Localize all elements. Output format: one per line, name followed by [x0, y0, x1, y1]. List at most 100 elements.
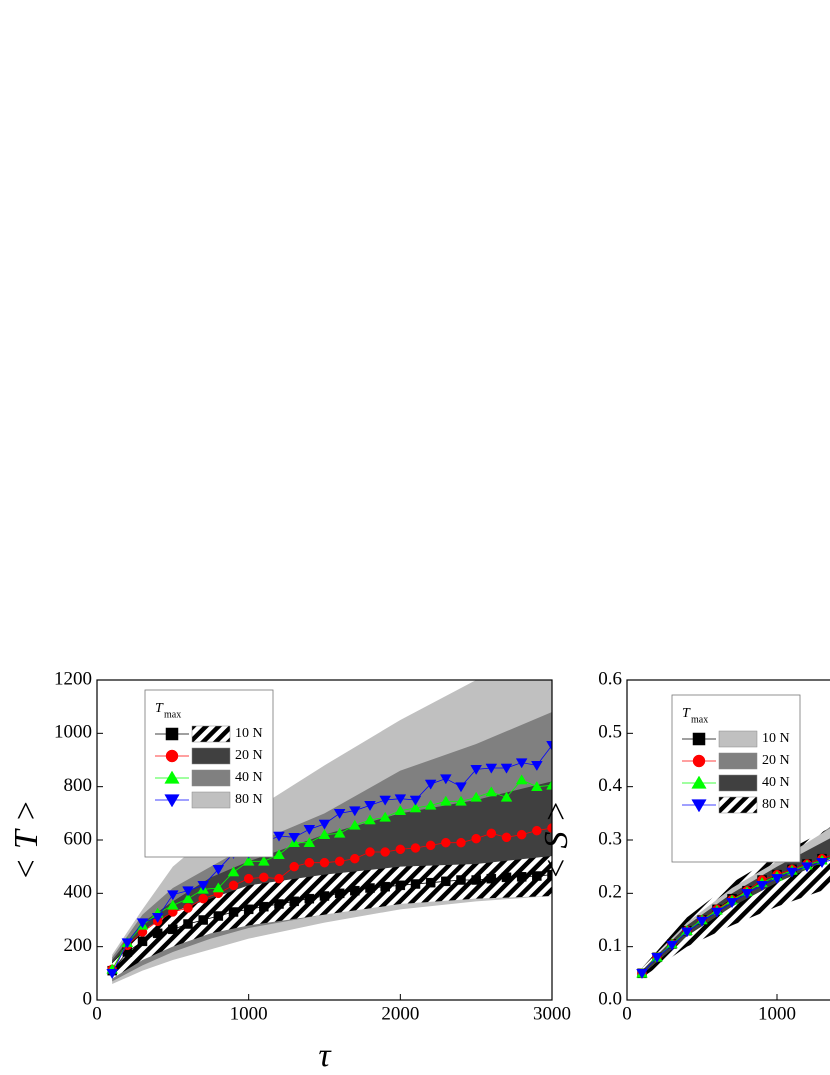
marker [274, 899, 284, 909]
legend-swatch [191, 769, 231, 787]
marker [106, 969, 119, 980]
y-tick-label: 0 [83, 988, 93, 1009]
marker [289, 861, 299, 872]
marker [441, 876, 451, 887]
legend-swatch [718, 752, 758, 770]
marker [801, 862, 813, 873]
marker [304, 893, 315, 904]
marker [243, 904, 254, 915]
marker [365, 883, 375, 893]
marker [410, 879, 421, 889]
marker [456, 875, 466, 885]
marker [333, 809, 346, 820]
y-tick-label: 0.1 [598, 935, 622, 956]
marker [439, 774, 452, 785]
marker [380, 847, 390, 857]
marker [501, 872, 512, 883]
legend-title-sub: max [164, 709, 181, 720]
marker [379, 795, 392, 806]
marker [379, 811, 392, 822]
marker [289, 896, 299, 907]
marker [242, 855, 255, 866]
legend-label: 80 N [235, 792, 263, 807]
marker [348, 806, 361, 817]
marker [152, 928, 163, 939]
marker [197, 881, 210, 892]
y-tick-label: 1200 [54, 668, 92, 689]
x-tick-label: 0 [622, 1003, 632, 1024]
legend-swatch [718, 730, 758, 748]
marker [439, 795, 452, 806]
marker [333, 827, 346, 838]
plot-area [636, 826, 830, 980]
marker [546, 779, 552, 790]
marker [364, 801, 376, 812]
marker [273, 848, 285, 859]
marker [485, 786, 498, 797]
x-tick-label: 2000 [381, 1003, 419, 1024]
marker [485, 763, 498, 774]
marker [500, 763, 513, 774]
legend-marker [691, 775, 707, 789]
marker [182, 886, 194, 897]
marker [711, 907, 723, 918]
marker [456, 837, 466, 848]
marker [455, 782, 467, 793]
legend-label: 10 N [235, 726, 263, 741]
marker [409, 795, 422, 806]
marker [486, 828, 497, 839]
marker [786, 867, 798, 878]
marker [227, 866, 240, 877]
x-tick-label: 1000 [758, 1003, 796, 1024]
legend-swatch [191, 791, 231, 809]
marker [304, 857, 315, 868]
marker [395, 844, 406, 855]
legend-label: 10 N [762, 731, 790, 746]
y-tick-label: 800 [64, 775, 93, 796]
marker [726, 898, 738, 909]
marker [771, 874, 783, 885]
marker [394, 804, 407, 815]
marker [470, 765, 483, 776]
marker [516, 829, 527, 840]
marker [243, 873, 254, 884]
marker [136, 918, 149, 929]
marker [166, 899, 179, 910]
legend-swatch [191, 747, 231, 765]
marker [424, 799, 437, 810]
chart: 0.0 0.1 0.2 0.3 0.4 0.5 0.6 0 1000 < S > T max 10 N 2… [538, 668, 830, 1024]
y-axis-label: < T > [8, 799, 45, 880]
marker [410, 843, 421, 853]
marker [530, 761, 543, 772]
legend-swatch [718, 774, 758, 792]
marker [486, 873, 497, 884]
marker [212, 882, 225, 893]
marker [471, 875, 481, 885]
marker [183, 903, 193, 913]
marker [168, 924, 178, 935]
marker [183, 919, 193, 929]
marker [213, 911, 224, 921]
marker [334, 888, 345, 899]
legend-label: 20 N [235, 748, 263, 763]
marker [182, 892, 194, 903]
legend-marker [692, 732, 706, 746]
y-axis-label: < S > [538, 800, 575, 880]
legend-marker [691, 799, 707, 813]
y-tick-label: 0.2 [598, 882, 622, 903]
marker [471, 833, 481, 844]
marker [425, 840, 436, 851]
marker [546, 741, 552, 752]
legend-label: 40 N [235, 770, 263, 785]
y-tick-label: 0.6 [598, 668, 622, 689]
marker [530, 780, 543, 791]
marker [470, 791, 483, 802]
marker [395, 880, 406, 891]
marker [303, 825, 316, 836]
marker [651, 953, 663, 964]
marker [364, 814, 376, 825]
marker [394, 794, 407, 805]
legend-title: T [155, 701, 164, 716]
marker [257, 855, 270, 866]
x-tick-label: 3000 [533, 1003, 571, 1024]
